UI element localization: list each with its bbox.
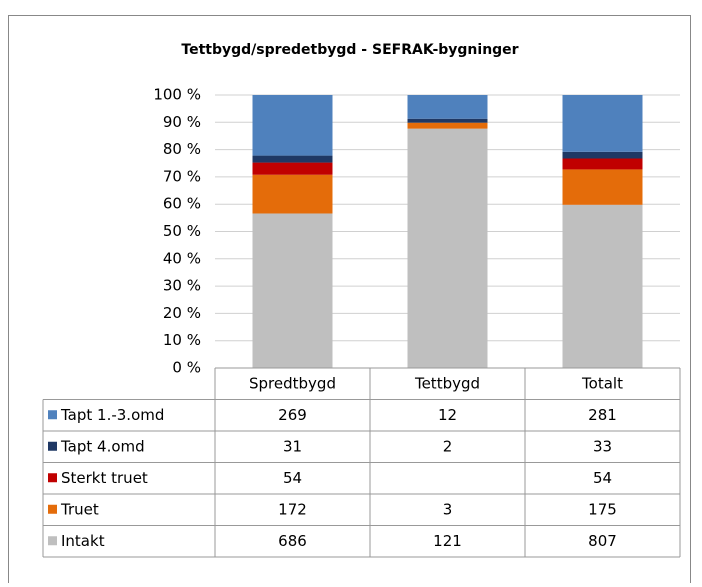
bar-segment <box>407 95 488 119</box>
bar-segment <box>252 95 333 156</box>
legend-label: Tapt 4.omd <box>60 437 145 455</box>
bar-segment <box>562 95 643 152</box>
table-cell: 269 <box>278 406 307 424</box>
bar-segment <box>562 204 643 368</box>
chart-title: Tettbygd/spredetbygd - SEFRAK-bygninger <box>181 42 518 58</box>
legend-label: Tapt 1.-3.omd <box>60 406 164 424</box>
table-cell: 175 <box>588 500 617 518</box>
y-tick-label: 50 % <box>163 222 201 240</box>
y-tick-label: 20 % <box>163 304 201 322</box>
legend-label: Sterkt truet <box>61 469 148 487</box>
bar-segment <box>407 122 488 129</box>
x-tick-label: Tettbygd <box>414 374 480 392</box>
legend-swatch <box>48 410 57 420</box>
bar-segment <box>407 128 488 368</box>
bar-segment <box>562 158 643 170</box>
table-cell: 2 <box>443 437 453 455</box>
legend-label: Intakt <box>61 532 105 550</box>
y-tick-label: 70 % <box>163 167 201 185</box>
table-cell: 54 <box>283 469 302 487</box>
table-cell: 54 <box>593 469 612 487</box>
table-cell: 33 <box>593 437 612 455</box>
bar-segment <box>252 174 333 214</box>
bar-segment <box>407 118 488 123</box>
y-tick-label: 80 % <box>163 140 201 158</box>
legend-swatch <box>48 504 57 514</box>
bar-segment <box>562 169 643 205</box>
legend-swatch <box>48 536 57 546</box>
x-tick-label: Spredtbygd <box>249 374 336 392</box>
legend-swatch <box>48 473 57 483</box>
y-tick-label: 40 % <box>163 249 201 267</box>
table-cell: 121 <box>433 532 462 550</box>
y-tick-label: 90 % <box>163 113 201 131</box>
bar-segment <box>252 162 333 175</box>
table-cell: 807 <box>588 532 617 550</box>
table-cell: 686 <box>278 532 307 550</box>
legend-label: Truet <box>60 500 99 518</box>
table-cell: 12 <box>438 406 457 424</box>
bar-segment <box>252 155 333 163</box>
table-cell: 281 <box>588 406 617 424</box>
bar-segment <box>252 213 333 368</box>
table-cell: 3 <box>443 500 453 518</box>
y-tick-label: 10 % <box>163 331 201 349</box>
y-tick-label: 100 % <box>153 86 201 104</box>
table-cell: 172 <box>278 500 307 518</box>
y-tick-label: 0 % <box>172 359 201 377</box>
bar-segment <box>562 151 643 159</box>
y-tick-label: 30 % <box>163 277 201 295</box>
y-tick-label: 60 % <box>163 195 201 213</box>
table-cell: 31 <box>283 437 302 455</box>
x-tick-label: Totalt <box>581 374 623 392</box>
legend-swatch <box>48 441 57 451</box>
